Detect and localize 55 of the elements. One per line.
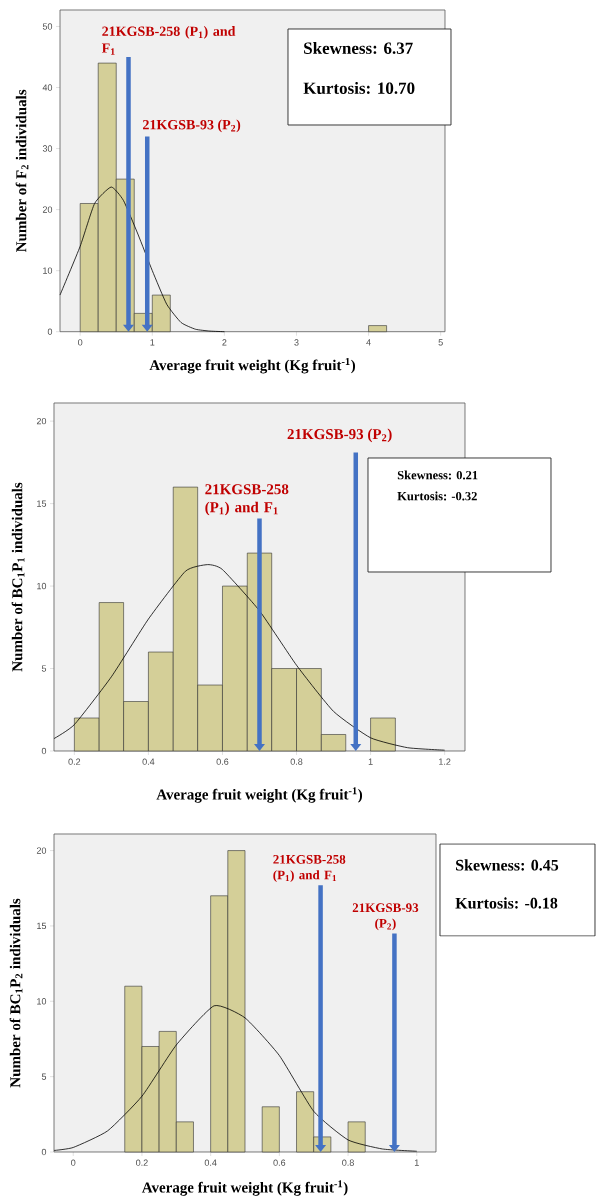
ref-line-label: 21KGSB-93 (P$_{2}$) bbox=[143, 119, 241, 133]
y-tick-label: 0 bbox=[47, 328, 53, 335]
ref-line-label: 21KGSB-258 (P$_{1}$) and F$_{1}$ bbox=[205, 484, 289, 516]
y-tick-label: 10 bbox=[37, 998, 47, 1005]
x-tick-label: 0.6 bbox=[216, 758, 229, 765]
x-axis-title: Average fruit weight (Kg fruit$^{-1}$) bbox=[156, 787, 363, 803]
x-tick-label: 0.6 bbox=[273, 1159, 286, 1166]
annotation: Kurtosis: 10.70 bbox=[303, 81, 415, 95]
y-axis-title: Number of BC$_{1}$P$_{1}$ individuals bbox=[11, 482, 25, 672]
y-tick-label: 0 bbox=[41, 747, 47, 755]
x-tick-label: 0.4 bbox=[142, 758, 155, 765]
text: Kurtosis: -0.18 bbox=[455, 897, 558, 909]
y-axis-title: Number of BC$_{1}$P$_{2}$ individuals bbox=[9, 898, 23, 1088]
x-tick-label: 0 bbox=[71, 1159, 76, 1166]
y-tick-label: 0 bbox=[41, 1148, 47, 1156]
x-tick-label: 0.8 bbox=[342, 1159, 354, 1166]
x-tick-label: 2 bbox=[222, 339, 227, 346]
x-tick-label: 0.2 bbox=[68, 758, 81, 765]
y-tick-label: 40 bbox=[42, 84, 53, 91]
y-tick-label: 5 bbox=[41, 1073, 47, 1080]
x-tick-label: 1 bbox=[150, 339, 155, 346]
annotation: Kurtosis: -0.32 bbox=[397, 491, 477, 501]
y-tick-label: 10 bbox=[37, 582, 47, 590]
x-tick-label: 3 bbox=[294, 339, 299, 346]
y-tick-label: 50 bbox=[42, 23, 53, 30]
y-tick-label: 30 bbox=[42, 145, 53, 152]
x-axis-title: Average fruit weight (Kg fruit$^{-1}$) bbox=[141, 1180, 348, 1196]
annotation: Skewness: 0.21 bbox=[397, 470, 478, 480]
y-axis-title: Number of F$_{2}$ individuals bbox=[15, 89, 29, 252]
y-tick-label: 20 bbox=[36, 847, 47, 854]
y-tick-label: 20 bbox=[36, 417, 47, 425]
line-series bbox=[59, 186, 225, 333]
y-tick-label: 20 bbox=[42, 206, 53, 213]
x-tick-label: 0.2 bbox=[136, 1159, 148, 1166]
x-tick-label: 5 bbox=[438, 339, 443, 346]
ref-line-label: 21KGSB-258 (P$_{1}$) and F$_{1}$ bbox=[273, 854, 346, 882]
x-tick-label: 0 bbox=[78, 339, 83, 346]
x-tick-label: 4 bbox=[366, 339, 371, 346]
x-tick-label: 0.4 bbox=[204, 1159, 217, 1166]
y-tick-label: 10 bbox=[43, 267, 53, 274]
x-tick-label: 1.2 bbox=[439, 758, 451, 765]
line-series bbox=[53, 1005, 418, 1152]
y-tick-label: 5 bbox=[41, 665, 47, 672]
x-tick-label: 0.8 bbox=[290, 758, 303, 765]
x-axis-title: Average fruit weight (Kg fruit$^{-1}$) bbox=[149, 357, 356, 374]
y-tick-label: 15 bbox=[37, 500, 47, 507]
line-series bbox=[53, 564, 446, 751]
text: Skewness: 0.45 bbox=[456, 859, 559, 871]
x-tick-label: 1 bbox=[414, 1159, 419, 1166]
ref-line-label: 21KGSB-93 (P$_{2}$) bbox=[352, 903, 419, 931]
text: 21KGSB-258 (P$_{1}$) and F$_{1}$ bbox=[101, 26, 236, 55]
x-tick-label: 1 bbox=[368, 758, 373, 765]
annotation: Skewness: 6.37 bbox=[304, 41, 413, 55]
ref-line-label: 21KGSB-93 (P$_{2}$) bbox=[287, 428, 392, 443]
y-tick-label: 15 bbox=[37, 922, 47, 930]
